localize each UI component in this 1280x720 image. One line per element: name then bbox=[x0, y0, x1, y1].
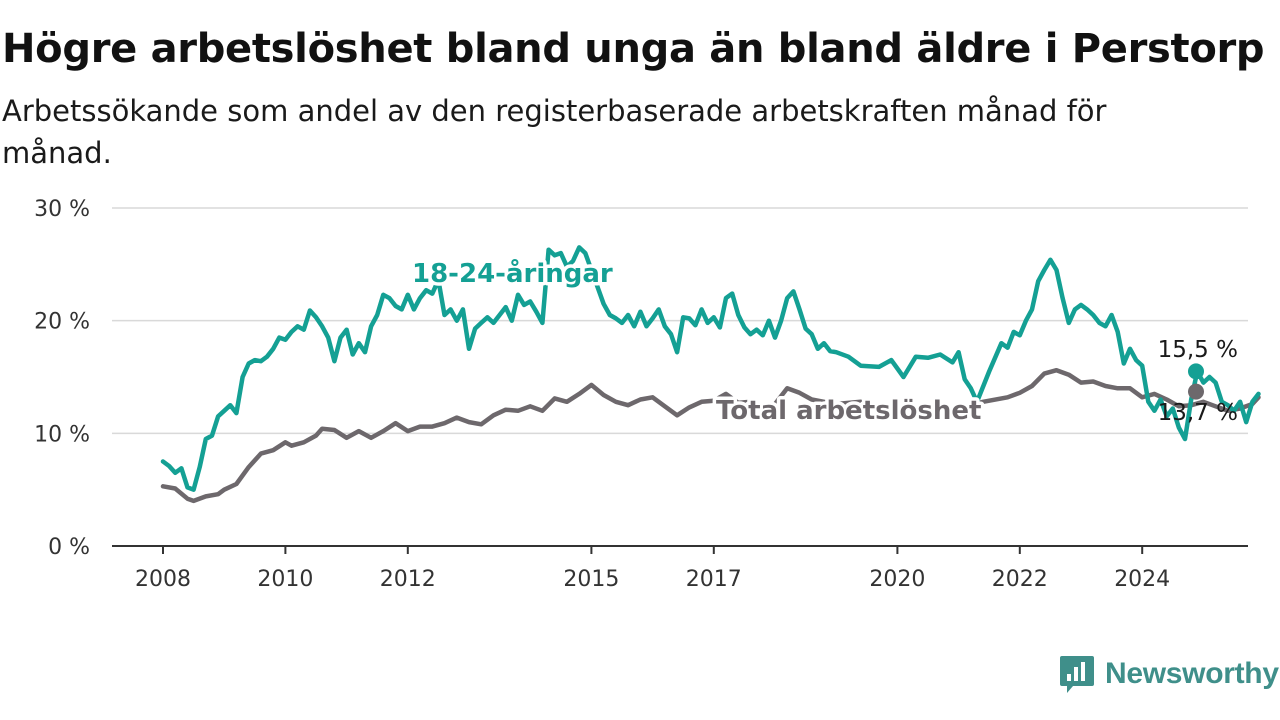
y-tick-label: 10 % bbox=[34, 422, 90, 447]
series-label-youth: 18-24-åringar bbox=[412, 257, 613, 289]
x-tick-label: 2024 bbox=[1114, 567, 1170, 592]
series-end-point-total bbox=[1188, 383, 1204, 400]
x-tick-label: 2008 bbox=[135, 567, 191, 592]
brand-name: Newsworthy bbox=[1105, 657, 1279, 690]
y-tick-label: 20 % bbox=[34, 310, 90, 335]
y-tick-label: 30 % bbox=[34, 197, 90, 222]
series-line-total bbox=[160, 367, 1261, 504]
x-tick-label: 2020 bbox=[869, 567, 925, 592]
y-tick-label: 0 % bbox=[48, 535, 90, 560]
x-tick-label: 2010 bbox=[257, 567, 313, 592]
series-line-youth bbox=[160, 245, 1261, 492]
series-label-total: Total arbetslöshet bbox=[716, 396, 981, 426]
newsworthy-chart-logo-icon bbox=[1060, 656, 1094, 693]
x-tick-label: 2012 bbox=[380, 567, 436, 592]
x-tick-label: 2015 bbox=[563, 567, 619, 592]
chart-title: Högre arbetslöshet bland unga än bland ä… bbox=[2, 26, 1265, 72]
end-value-label-youth: 15,5 % bbox=[1158, 337, 1238, 363]
series-end-point-youth bbox=[1188, 363, 1204, 380]
x-tick-label: 2017 bbox=[686, 567, 742, 592]
x-tick-label: 2022 bbox=[992, 567, 1048, 592]
chart-subtitle: Arbetssökande som andel av den registerb… bbox=[2, 94, 1107, 170]
brand-logo: Newsworthy bbox=[1059, 654, 1279, 694]
end-value-label-total: 13,7 % bbox=[1158, 400, 1238, 426]
